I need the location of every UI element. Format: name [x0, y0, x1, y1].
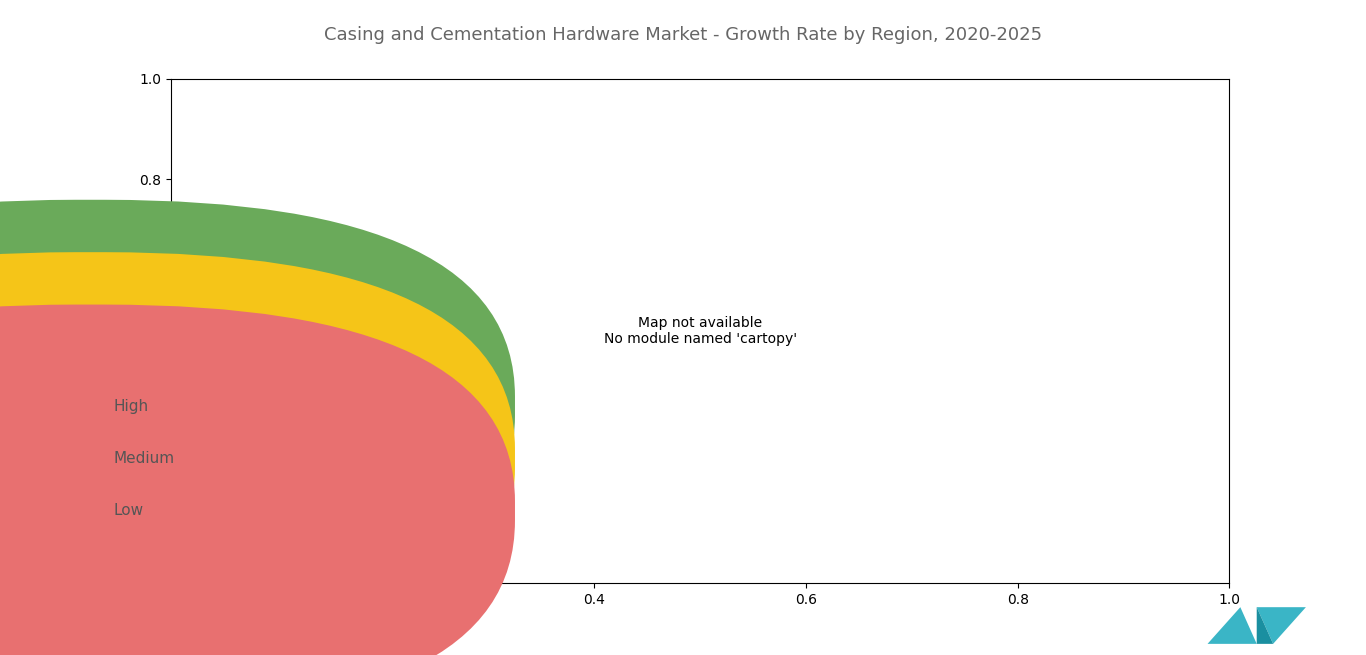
- Text: Casing and Cementation Hardware Market - Growth Rate by Region, 2020-2025: Casing and Cementation Hardware Market -…: [324, 26, 1042, 44]
- Text: High: High: [113, 399, 149, 413]
- Text: Medium: Medium: [113, 451, 175, 466]
- Polygon shape: [1257, 607, 1306, 644]
- Text: Low: Low: [113, 504, 143, 518]
- Text: Source :: Source :: [89, 626, 146, 639]
- Polygon shape: [1257, 607, 1273, 644]
- Text: Map not available
No module named 'cartopy': Map not available No module named 'carto…: [604, 316, 796, 346]
- Text: Mordor Intelligence: Mordor Intelligence: [154, 626, 280, 639]
- Polygon shape: [1208, 607, 1257, 644]
